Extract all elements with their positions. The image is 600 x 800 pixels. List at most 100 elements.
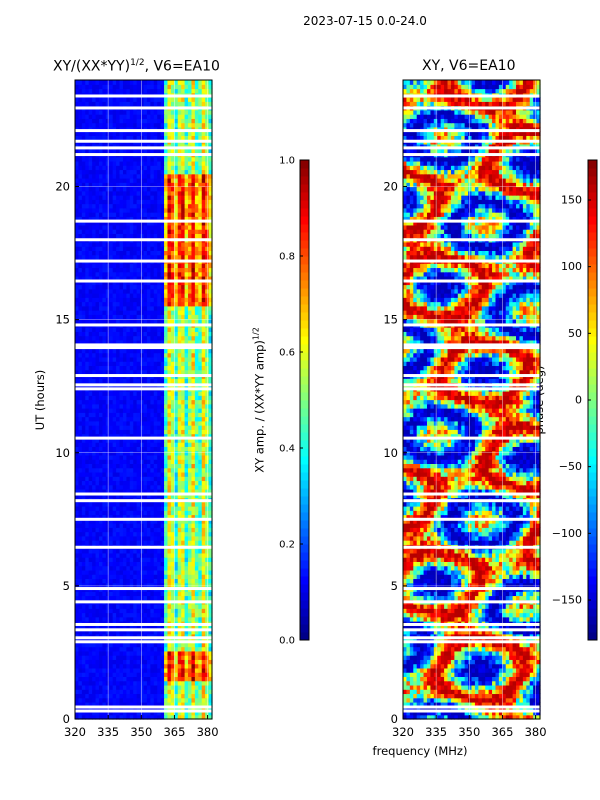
x-tick-label: 380 <box>525 725 547 739</box>
data-gap <box>75 640 212 644</box>
data-gap <box>403 387 540 391</box>
plot-frame <box>402 79 541 720</box>
data-gap <box>403 219 540 223</box>
data-gap <box>403 374 540 378</box>
colorbar-tick-label: −100 <box>552 527 582 540</box>
colorbar-tick-label: 0 <box>575 394 582 407</box>
data-gap <box>75 383 212 387</box>
data-gap <box>403 259 540 263</box>
y-tick-label: 20 <box>55 180 70 194</box>
y-tick-label: 15 <box>55 313 70 327</box>
x-tick-label: 350 <box>130 725 152 739</box>
data-gap <box>403 153 540 157</box>
data-gap <box>403 139 540 143</box>
x-tick-label: 335 <box>425 725 447 739</box>
colorbar-tick-label: 0.2 <box>279 540 295 551</box>
data-gap <box>403 492 540 496</box>
data-gap <box>75 587 212 591</box>
data-gap <box>75 436 212 440</box>
data-gap <box>403 628 540 632</box>
figure-suptitle: 2023-07-15 0.0-24.0 <box>303 14 427 28</box>
y-tick-label: 20 <box>383 180 398 194</box>
data-gap <box>403 146 540 150</box>
data-gap <box>75 343 212 347</box>
data-gap <box>403 323 540 327</box>
data-gap <box>75 705 212 709</box>
colorbar-1: −150 −100 −50 0 50 100 150 <box>552 159 598 641</box>
data-gap <box>403 436 540 440</box>
colorbar-0: 0.0 0.2 0.4 0.6 0.8 1.0 <box>279 156 310 647</box>
data-gap <box>75 517 212 521</box>
y-tick-label: 5 <box>63 579 70 593</box>
data-gap <box>403 545 540 549</box>
data-gap <box>75 622 212 626</box>
data-gap <box>75 628 212 632</box>
data-gap <box>75 129 212 133</box>
data-gap <box>403 705 540 709</box>
x-tick-label: 350 <box>458 725 480 739</box>
colorbar-tick-label: 0.6 <box>279 348 295 359</box>
data-gap <box>403 238 540 242</box>
x-tick-label: 335 <box>97 725 119 739</box>
data-gap <box>403 517 540 521</box>
x-tick-label: 320 <box>392 725 414 739</box>
data-gap <box>403 129 540 133</box>
y-tick-label: 5 <box>391 579 398 593</box>
data-gap <box>75 492 212 496</box>
colorbar-tick-label: 1.0 <box>279 156 295 167</box>
data-gap <box>403 94 540 98</box>
data-gap <box>75 146 212 150</box>
heatmap-panel-1: 320 335 350 365 380 0 5 10 15 20 −150 −100 −50 0 50 100… <box>383 79 598 739</box>
colorbar-tick-label: 150 <box>561 194 582 207</box>
left-title-tail: , V6=EA10 <box>144 58 220 75</box>
data-gap <box>403 709 540 713</box>
colorbar-tick-label: 50 <box>568 327 582 340</box>
data-gap <box>75 709 212 713</box>
data-gap <box>403 499 540 503</box>
data-gap <box>403 346 540 350</box>
data-gap <box>75 238 212 242</box>
data-gap <box>75 600 212 604</box>
data-gap <box>75 374 212 378</box>
data-gap <box>403 587 540 591</box>
x-tick-label: 365 <box>491 725 513 739</box>
plot-frame <box>74 79 213 720</box>
data-gap <box>75 346 212 350</box>
y-tick-label: 10 <box>55 446 70 460</box>
colorbar-tick-label: 0.8 <box>279 252 295 263</box>
x-tick-label: 320 <box>64 725 86 739</box>
data-gap <box>75 94 212 98</box>
data-gap <box>403 106 540 110</box>
right-panel-title: XY, V6=EA10 <box>422 58 516 74</box>
data-gap <box>75 279 212 283</box>
y-tick-label: 10 <box>383 446 398 460</box>
data-gap <box>75 387 212 391</box>
colorbar-tick-label: 0.0 <box>279 636 295 647</box>
data-gap <box>75 323 212 327</box>
colorbar-tick-label: 100 <box>561 260 582 273</box>
data-gap <box>75 153 212 157</box>
data-gap <box>75 139 212 143</box>
data-gap <box>75 636 212 640</box>
x-tick-label: 365 <box>163 725 185 739</box>
left-title-sup: 1/2 <box>130 58 145 68</box>
data-gap <box>403 343 540 347</box>
data-gap <box>403 622 540 626</box>
left-title-main: XY/(XX*YY) <box>53 58 131 75</box>
left-panel-title: XY/(XX*YY)1/2, V6=EA10 <box>53 58 220 75</box>
data-gap <box>403 600 540 604</box>
y-tick-label: 0 <box>391 712 398 726</box>
data-gap <box>403 636 540 640</box>
data-gap <box>75 545 212 549</box>
y-tick-label: 15 <box>383 313 398 327</box>
data-gap <box>403 383 540 387</box>
x-tick-label: 380 <box>197 725 219 739</box>
data-gap <box>75 499 212 503</box>
colorbar-tick-label: −150 <box>552 594 582 607</box>
data-gap <box>403 279 540 283</box>
shared-xlabel: frequency (MHz) <box>372 744 468 758</box>
data-gap <box>75 106 212 110</box>
colorbar-tick-label: 0.4 <box>279 444 295 455</box>
data-gap <box>75 259 212 263</box>
